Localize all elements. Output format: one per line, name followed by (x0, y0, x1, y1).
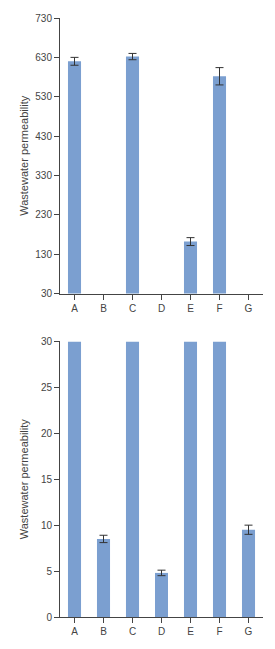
svg-text:25: 25 (41, 382, 53, 393)
svg-text:G: G (245, 303, 253, 314)
svg-text:15: 15 (41, 474, 53, 485)
svg-text:530: 530 (35, 91, 52, 102)
svg-text:20: 20 (41, 428, 53, 439)
svg-text:Wastewater permeability: Wastewater permeability (18, 419, 30, 540)
svg-text:A: A (71, 626, 78, 637)
svg-text:630: 630 (35, 52, 52, 63)
svg-text:5: 5 (46, 566, 52, 577)
svg-text:F: F (216, 303, 222, 314)
svg-text:330: 330 (35, 170, 52, 181)
svg-text:30: 30 (41, 288, 53, 299)
svg-text:E: E (187, 303, 194, 314)
svg-text:130: 130 (35, 249, 52, 260)
svg-text:A: A (71, 303, 78, 314)
svg-text:E: E (187, 626, 194, 637)
svg-text:B: B (100, 626, 107, 637)
svg-text:D: D (158, 626, 165, 637)
svg-text:10: 10 (41, 520, 53, 531)
svg-text:F: F (216, 626, 222, 637)
svg-text:730: 730 (35, 13, 52, 24)
svg-text:C: C (129, 626, 136, 637)
svg-text:D: D (158, 303, 165, 314)
svg-text:C: C (129, 303, 136, 314)
svg-text:230: 230 (35, 209, 52, 220)
svg-text:0: 0 (46, 612, 52, 623)
svg-text:30: 30 (41, 336, 53, 347)
svg-text:430: 430 (35, 131, 52, 142)
svg-text:G: G (245, 626, 253, 637)
svg-text:B: B (100, 303, 107, 314)
svg-text:Wastewater permeability: Wastewater permeability (18, 95, 30, 216)
